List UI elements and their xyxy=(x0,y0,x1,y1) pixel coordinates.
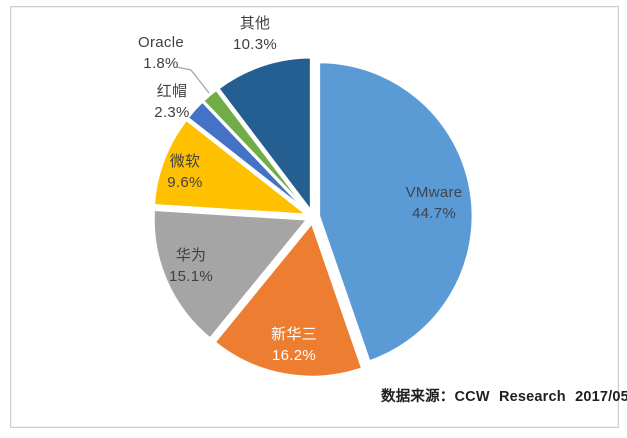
slice-name: 红帽 xyxy=(156,83,188,100)
slice-pct: 44.7% xyxy=(411,205,457,222)
slice-name: 其他 xyxy=(239,15,271,32)
slice-label-oracle: Oracle 1.8% xyxy=(119,32,203,74)
slice-label-huawei: 华为 15.1% xyxy=(149,245,233,287)
slice-pct: 2.3% xyxy=(154,104,190,121)
pie-slice-vmware xyxy=(317,60,475,363)
data-source-note: 数据来源：CCW Research 2017/05 xyxy=(381,389,627,405)
slice-pct: 10.3% xyxy=(232,36,278,53)
slice-name: 微软 xyxy=(169,153,201,170)
slice-name: VMware xyxy=(405,184,463,201)
pie-slice-huawei xyxy=(152,208,309,340)
slice-name: Oracle xyxy=(138,34,184,51)
slice-pct: 16.2% xyxy=(271,347,317,364)
slice-label-microsoft: 微软 9.6% xyxy=(143,151,227,193)
slice-pct: 1.8% xyxy=(143,55,179,72)
pie-slice-oracle xyxy=(201,88,311,214)
slice-label-h3c: 新华三 16.2% xyxy=(252,324,336,366)
slice-label-others: 其他 10.3% xyxy=(213,13,297,55)
oracle-leader-line xyxy=(176,66,210,94)
slice-name: 华为 xyxy=(175,247,207,264)
pie-slice-h3c xyxy=(213,221,364,379)
pie-slice-others xyxy=(216,56,313,213)
slice-pct: 15.1% xyxy=(168,268,214,285)
pie-slices-group xyxy=(152,56,475,379)
slice-label-vmware: VMware 44.7% xyxy=(392,182,476,224)
slice-pct: 9.6% xyxy=(167,174,203,191)
pie-slice-microsoft xyxy=(152,118,309,217)
slice-label-redhat: 红帽 2.3% xyxy=(130,81,214,123)
slice-name: 新华三 xyxy=(271,326,317,343)
